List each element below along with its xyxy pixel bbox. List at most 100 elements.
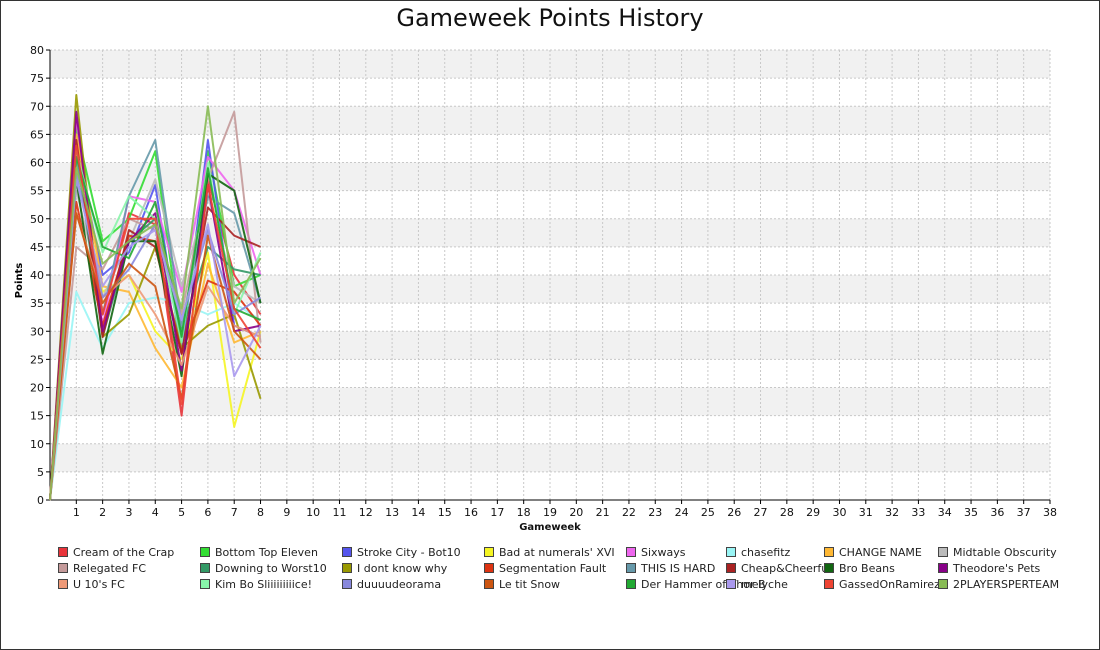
- legend-swatch: [342, 547, 352, 557]
- legend-label: Kim Bo Sliiiiiiiiice!: [215, 578, 313, 591]
- legend-label: Sixways: [641, 546, 686, 559]
- chart-title: Gameweek Points History: [396, 4, 704, 32]
- legend-label: CHANGE NAME: [839, 546, 922, 559]
- x-tick-label: 31: [859, 506, 873, 519]
- x-tick-label: 6: [204, 506, 211, 519]
- x-tick-label: 10: [306, 506, 320, 519]
- legend-label: Midtable Obscurity: [953, 546, 1057, 559]
- y-tick-label: 5: [37, 466, 44, 479]
- y-tick-label: 80: [30, 44, 44, 57]
- x-tick-label: 15: [438, 506, 452, 519]
- legend-item: Kim Bo Sliiiiiiiiice!: [200, 578, 312, 592]
- legend-label: Bro Beans: [839, 562, 895, 575]
- series-line: [49, 105, 262, 501]
- legend-swatch: [58, 563, 68, 573]
- x-tick-label: 5: [178, 506, 185, 519]
- x-tick-label: 7: [231, 506, 238, 519]
- legend-item: U 10's FC: [58, 578, 125, 592]
- legend-swatch: [726, 563, 736, 573]
- x-tick-label: 11: [332, 506, 346, 519]
- legend-item: THIS IS HARD: [626, 562, 715, 576]
- legend-item: Bro Beans: [824, 562, 895, 576]
- legend-swatch: [938, 547, 948, 557]
- x-tick-label: 36: [990, 506, 1004, 519]
- y-tick-label: 25: [30, 353, 44, 366]
- legend-swatch: [824, 547, 834, 557]
- legend-swatch: [200, 579, 210, 589]
- series-line: [49, 178, 262, 501]
- legend-item: Downing to Worst10: [200, 562, 327, 576]
- y-tick-label: 45: [30, 241, 44, 254]
- legend-label: melyche: [741, 578, 788, 591]
- y-tick-label: 65: [30, 128, 44, 141]
- legend-label: Downing to Worst10: [215, 562, 327, 575]
- x-tick-label: 30: [832, 506, 846, 519]
- legend-swatch: [342, 563, 352, 573]
- x-tick-label: 3: [125, 506, 132, 519]
- x-tick-label: 33: [911, 506, 925, 519]
- legend-item: 2PLAYERSPERTEAM: [938, 578, 1059, 592]
- legend-label: Cream of the Crap: [73, 546, 175, 559]
- x-tick-label: 38: [1043, 506, 1057, 519]
- y-tick-label: 60: [30, 157, 44, 170]
- legend-swatch: [484, 579, 494, 589]
- legend-swatch: [58, 547, 68, 557]
- legend-label: duuuudeorama: [357, 578, 442, 591]
- series-line: [49, 212, 262, 501]
- legend-label: 2PLAYERSPERTEAM: [953, 578, 1060, 591]
- legend-swatch: [938, 563, 948, 573]
- x-tick-label: 25: [701, 506, 715, 519]
- legend-item: I dont know why: [342, 562, 447, 576]
- x-tick-label: 27: [754, 506, 768, 519]
- x-tick-label: 16: [464, 506, 478, 519]
- x-tick-label: 35: [964, 506, 978, 519]
- legend-swatch: [200, 547, 210, 557]
- legend-item: Cheap&Cheerful: [726, 562, 831, 576]
- legend-label: Theodore's Pets: [953, 562, 1041, 575]
- y-tick-label: 0: [37, 494, 44, 507]
- x-axis-label: Gameweek: [519, 522, 581, 533]
- x-tick-label: 28: [780, 506, 794, 519]
- legend-swatch: [626, 579, 636, 589]
- legend-label: Relegated FC: [73, 562, 147, 575]
- y-tick-label: 30: [30, 325, 44, 338]
- x-tick-label: 2: [99, 506, 106, 519]
- legend-swatch: [824, 579, 834, 589]
- legend-item: CHANGE NAME: [824, 546, 922, 560]
- legend-label: Le tit Snow: [499, 578, 561, 591]
- legend-label: THIS IS HARD: [641, 562, 716, 575]
- legend-item: Theodore's Pets: [938, 562, 1040, 576]
- x-tick-label: 4: [152, 506, 159, 519]
- legend-item: Midtable Obscurity: [938, 546, 1057, 560]
- legend-item: Cream of the Crap: [58, 546, 174, 560]
- legend-swatch: [200, 563, 210, 573]
- legend-label: Bad at numerals' XVI: [499, 546, 615, 559]
- x-tick-label: 19: [543, 506, 557, 519]
- legend-swatch: [58, 579, 68, 589]
- x-tick-label: 13: [385, 506, 399, 519]
- y-tick-label: 35: [30, 297, 44, 310]
- legend-swatch: [626, 547, 636, 557]
- x-tick-label: 17: [490, 506, 504, 519]
- legend-label: GassedOnRamirez: [839, 578, 940, 591]
- x-tick-label: 18: [517, 506, 531, 519]
- legend-swatch: [824, 563, 834, 573]
- x-tick-label: 21: [596, 506, 610, 519]
- x-tick-label: 22: [622, 506, 636, 519]
- legend-label: Segmentation Fault: [499, 562, 607, 575]
- legend-item: chasefitz: [726, 546, 790, 560]
- y-tick-label: 15: [30, 410, 44, 423]
- x-tick-label: 20: [569, 506, 583, 519]
- legend-item: Relegated FC: [58, 562, 146, 576]
- y-tick-label: 40: [30, 269, 44, 282]
- legend-label: I dont know why: [357, 562, 448, 575]
- series-line: [49, 172, 262, 501]
- x-tick-label: 37: [1017, 506, 1031, 519]
- legend-swatch: [726, 547, 736, 557]
- legend-item: duuuudeorama: [342, 578, 441, 592]
- legend-item: Le tit Snow: [484, 578, 560, 592]
- y-tick-label: 50: [30, 213, 44, 226]
- y-tick-label: 70: [30, 100, 44, 113]
- x-tick-label: 34: [938, 506, 952, 519]
- series-line: [49, 155, 261, 501]
